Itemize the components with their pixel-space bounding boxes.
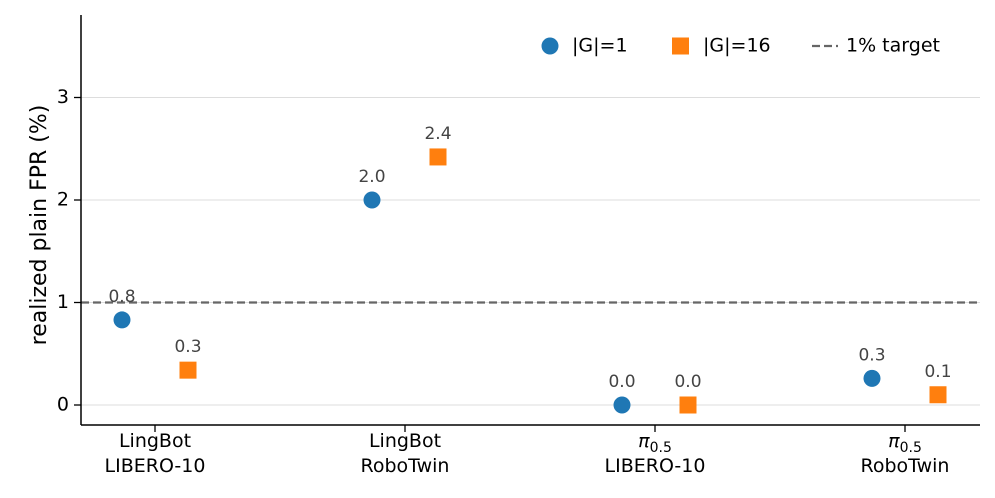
legend: |G|=1 |G|=16 1% target <box>541 35 940 57</box>
data-point-g1 <box>113 311 131 329</box>
data-point-g1 <box>613 396 631 414</box>
data-point-g16 <box>429 148 447 166</box>
data-label: 0.0 <box>608 372 635 392</box>
data-label: 0.8 <box>108 287 135 307</box>
gridlines <box>81 97 980 406</box>
y-axis-label: realized plain FPR (%) <box>27 105 52 346</box>
legend-label-g1: |G|=1 <box>572 35 628 57</box>
data-point-g16 <box>929 386 947 404</box>
data-label: 0.3 <box>174 337 201 357</box>
data-marks: 0.8 2.0 0.0 0.3 0.3 2.4 0.0 0.1 <box>108 124 952 414</box>
x-tick-label-line2: LIBERO-10 <box>605 455 706 477</box>
legend-label-target: 1% target <box>846 35 940 57</box>
legend-marker-g1 <box>541 37 559 55</box>
data-point-g1 <box>363 191 381 209</box>
data-label: 2.4 <box>424 124 451 144</box>
y-tick-label: 1 <box>57 291 69 313</box>
data-point-g16 <box>179 361 197 379</box>
x-tick-label-line1: π0.5 <box>638 430 672 456</box>
y-tick-label: 2 <box>57 189 69 211</box>
data-label: 2.0 <box>358 167 385 187</box>
data-label: 0.0 <box>674 372 701 392</box>
x-tick-label-line2: RoboTwin <box>861 455 950 477</box>
data-point-g16 <box>679 396 697 414</box>
y-tick-label: 3 <box>57 86 69 108</box>
axes: 0123LingBotLIBERO-10LingBotRoboTwinπ0.5L… <box>57 15 980 477</box>
x-tick-label-line2: RoboTwin <box>361 455 450 477</box>
x-tick-label-line1: LingBot <box>369 430 441 452</box>
x-tick-label-line1: LingBot <box>119 430 191 452</box>
data-point-g1 <box>863 369 881 387</box>
x-tick-label-line2: LIBERO-10 <box>105 455 206 477</box>
y-tick-label: 0 <box>57 394 69 416</box>
data-label: 0.3 <box>858 345 885 365</box>
x-tick-label-line1: π0.5 <box>888 430 922 456</box>
legend-label-g16: |G|=16 <box>703 35 771 57</box>
legend-marker-g16 <box>672 37 689 55</box>
data-label: 0.1 <box>924 362 951 382</box>
